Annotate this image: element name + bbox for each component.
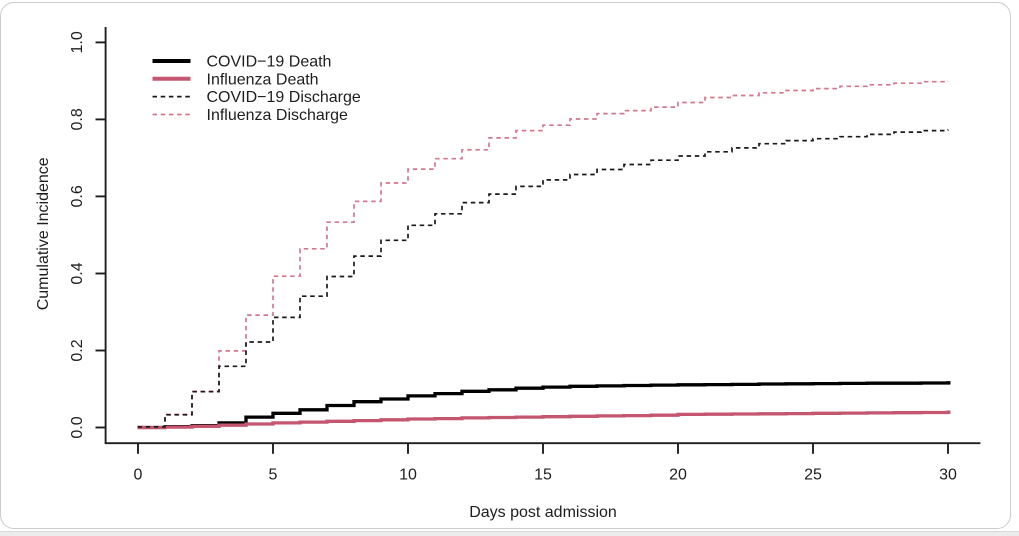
svg-text:30: 30 (939, 467, 957, 484)
svg-text:0.0: 0.0 (69, 416, 86, 438)
svg-text:5: 5 (269, 467, 278, 484)
svg-text:10: 10 (399, 467, 417, 484)
svg-text:Cumulative Incidence: Cumulative Incidence (35, 157, 52, 310)
svg-text:0.4: 0.4 (69, 262, 86, 284)
svg-text:Influenza Death: Influenza Death (207, 71, 319, 88)
svg-text:20: 20 (669, 467, 687, 484)
svg-text:1.0: 1.0 (69, 31, 86, 53)
svg-text:Influenza Discharge: Influenza Discharge (207, 107, 349, 124)
svg-text:0: 0 (134, 467, 143, 484)
svg-text:0.8: 0.8 (69, 108, 86, 130)
svg-text:15: 15 (534, 467, 552, 484)
svg-text:Days post admission: Days post admission (469, 504, 617, 521)
svg-text:COVID−19 Death: COVID−19 Death (207, 54, 332, 71)
svg-text:0.6: 0.6 (69, 185, 86, 207)
svg-text:COVID−19 Discharge: COVID−19 Discharge (207, 89, 361, 106)
svg-text:0.2: 0.2 (69, 339, 86, 361)
svg-text:25: 25 (804, 467, 822, 484)
